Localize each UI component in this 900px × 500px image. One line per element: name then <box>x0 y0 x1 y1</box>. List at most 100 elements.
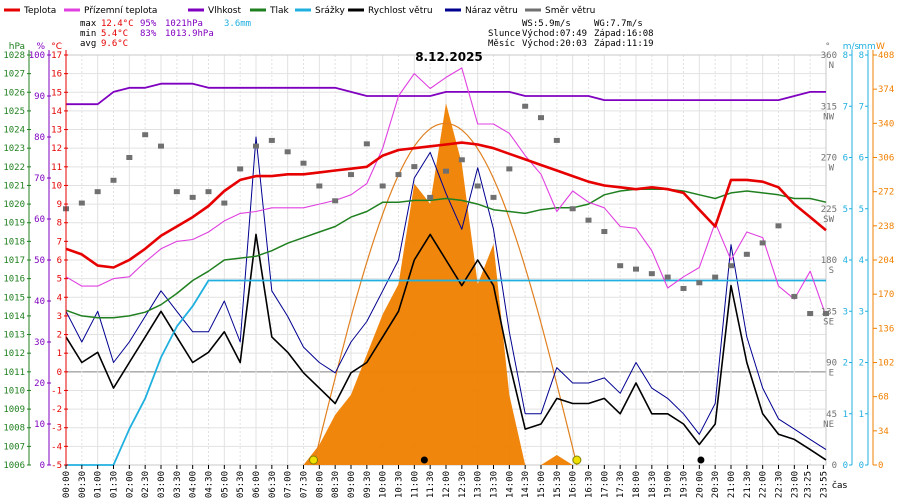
stats-pressure: 1021hPa <box>165 19 203 29</box>
time-tick-label: 07:00 <box>284 471 294 498</box>
wind-direction-point <box>379 183 386 189</box>
wind-direction-point <box>680 285 687 291</box>
time-tick-label: 13:30 <box>490 471 500 498</box>
wind-direction-point <box>253 143 259 149</box>
stats-temp: 5.4°C <box>101 29 128 39</box>
time-tick-label: 18:00 <box>632 471 642 498</box>
time-tick-label: 14:30 <box>521 471 531 498</box>
series-line-tlak <box>65 188 827 319</box>
wind-direction-point <box>712 274 719 280</box>
time-tick-label: 05:00 <box>220 471 230 498</box>
wind-speed-tick-label: 5 <box>843 205 848 215</box>
moonrise-marker <box>697 456 705 464</box>
wind-direction-point <box>823 311 829 317</box>
solar-tick-label: 340 <box>878 119 894 129</box>
legend-label: Náraz větru <box>465 6 518 16</box>
pressure-tick-label: 1006 <box>3 461 25 471</box>
wind-direction-point <box>126 155 133 160</box>
wind-direction-point <box>506 166 513 172</box>
info-wind-speed: WS:5.9m/s <box>522 19 571 29</box>
pressure-tick-label: 1027 <box>3 70 25 80</box>
direction-tick-label: 90 <box>826 359 837 369</box>
pressure-tick-label: 1013 <box>3 331 25 341</box>
stats-pressure: 1013.9hPa <box>165 29 214 39</box>
wind-direction-point <box>743 251 750 257</box>
time-tick-label: 15:00 <box>537 471 547 498</box>
temperature-tick-label: -3 <box>51 424 62 434</box>
legend: Teplota Přízemní teplota Vlhkost Tlak Srážky… <box>4 6 595 16</box>
time-tick-label: 03:30 <box>173 471 183 498</box>
wind-direction-point <box>664 274 671 280</box>
solar-tick-label: 0 <box>878 461 883 471</box>
temperature-tick-label: 2 <box>57 331 62 341</box>
sun-curve <box>312 122 578 466</box>
chart-title: 8.12.2025 <box>415 50 483 64</box>
info-moon-label: Měsíc <box>488 39 515 49</box>
time-tick-label: 19:00 <box>664 471 674 498</box>
wind-direction-point <box>601 229 608 235</box>
rain-axis-label: mm <box>858 42 876 52</box>
time-tick-label: 00:00 <box>62 471 72 498</box>
solar-tick-label: 272 <box>878 188 894 198</box>
humidity-tick-label: 20 <box>34 379 45 389</box>
temperature-tick-label: 0 <box>57 368 62 378</box>
solar-area <box>66 103 826 466</box>
pressure-tick-label: 1017 <box>3 256 25 266</box>
stats-rain: 3.6mm <box>224 19 251 29</box>
wind-direction-point <box>284 149 291 155</box>
wind-direction-point <box>221 200 228 206</box>
wind-direction-point <box>585 217 592 223</box>
moonset-marker <box>420 456 428 464</box>
time-tick-label: 09:00 <box>347 471 357 498</box>
humidity-tick-label: 10 <box>34 420 45 430</box>
wind-direction-point <box>443 168 449 174</box>
wind-direction-point <box>78 200 85 206</box>
wind-direction-point <box>775 223 782 229</box>
time-tick-label: 02:30 <box>141 471 151 498</box>
direction-tick-label: 225 <box>821 205 837 215</box>
stats-humidity: 95% <box>140 19 157 29</box>
time-tick-label: 20:30 <box>711 471 721 498</box>
direction-name-label: W <box>829 164 835 174</box>
wind-direction-point <box>728 263 734 269</box>
wind-direction-point <box>332 198 339 204</box>
wind-speed-tick-label: 4 <box>843 256 848 266</box>
time-tick-label: 10:00 <box>379 471 389 498</box>
wind-direction-point <box>300 160 307 166</box>
wind-direction-point <box>696 280 703 286</box>
humidity-tick-label: 0 <box>40 461 45 471</box>
solar-tick-label: 408 <box>878 51 894 61</box>
humidity-tick-label: 80 <box>34 133 45 143</box>
wind-speed-tick-label: 8 <box>843 51 848 61</box>
temperature-tick-label: -1 <box>51 386 62 396</box>
time-tick-label: 13:00 <box>474 471 484 498</box>
time-tick-label: 16:00 <box>569 471 579 498</box>
pressure-tick-label: 1019 <box>3 219 25 229</box>
solar-tick-label: 170 <box>878 290 894 300</box>
temperature-tick-label: -4 <box>51 442 62 452</box>
time-tick-label: 06:30 <box>268 471 278 498</box>
wind-direction-point <box>189 194 196 200</box>
legend-label: Vlhkost <box>208 6 241 16</box>
solar-tick-label: 136 <box>878 324 894 334</box>
time-tick-label: 23:55 <box>819 471 829 498</box>
legend-label: Tlak <box>269 6 290 16</box>
solar-tick-label: 102 <box>878 359 894 369</box>
time-tick-label: 04:00 <box>189 471 199 498</box>
pressure-axis-label: hPa <box>9 42 25 52</box>
time-tick-label: 07:30 <box>300 471 310 498</box>
series-line-p-zemn-teplota <box>65 67 827 317</box>
pressure-tick-label: 1020 <box>3 200 25 210</box>
solar-tick-label: 238 <box>878 222 894 232</box>
stats-humidity: 83% <box>140 29 157 39</box>
rain-tick-label: 0 <box>859 461 864 471</box>
pressure-tick-label: 1014 <box>3 312 25 322</box>
temperature-tick-label: 3 <box>57 312 62 322</box>
wind-direction-point <box>553 137 560 143</box>
time-tick-label: 12:30 <box>458 471 468 498</box>
time-tick-label: 21:30 <box>743 471 753 498</box>
info-sun-rise: Východ:07:49 <box>522 29 587 39</box>
time-tick-label: 23:25 <box>804 471 814 498</box>
wind-speed-axis-label: m/s <box>843 42 860 52</box>
